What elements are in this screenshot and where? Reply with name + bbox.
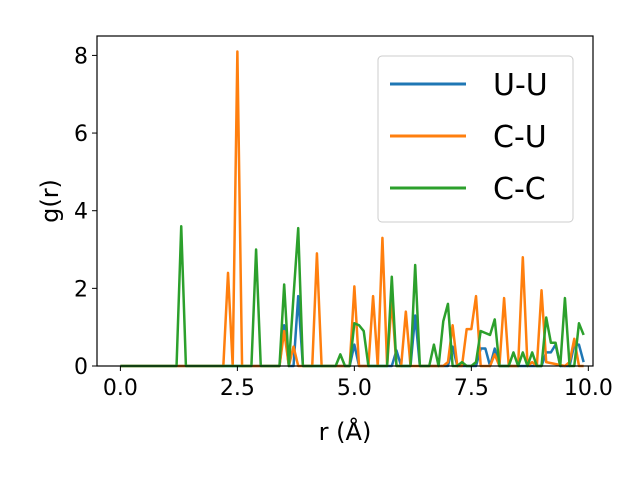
legend-box <box>377 55 574 223</box>
x-tick-label: 10.0 <box>564 376 613 401</box>
legend-label-c-c: C-C <box>493 172 546 207</box>
legend-label-c-u: C-U <box>493 120 547 155</box>
x-axis-title: r (Å) <box>319 417 372 446</box>
y-tick-label: 2 <box>74 277 88 302</box>
x-tick-label: 0.0 <box>103 376 138 401</box>
x-tick-label: 7.5 <box>454 376 489 401</box>
y-axis-title: g(r) <box>36 179 64 223</box>
y-tick-label: 0 <box>74 355 88 380</box>
legend: U-U C-U C-C <box>377 55 574 223</box>
x-tick-label: 5.0 <box>337 376 372 401</box>
x-tick-label: 2.5 <box>220 376 255 401</box>
y-tick-label: 8 <box>74 44 88 69</box>
y-tick-label: 4 <box>74 200 88 225</box>
y-axis-ticks: 0 2 4 6 8 <box>74 44 97 380</box>
legend-label-u-u: U-U <box>493 68 548 103</box>
plot-frame <box>96 35 594 367</box>
y-tick-label: 6 <box>74 122 88 147</box>
x-axis-ticks: 0.0 2.5 5.0 7.5 10.0 <box>103 366 613 401</box>
series-line-c-c <box>120 224 585 368</box>
